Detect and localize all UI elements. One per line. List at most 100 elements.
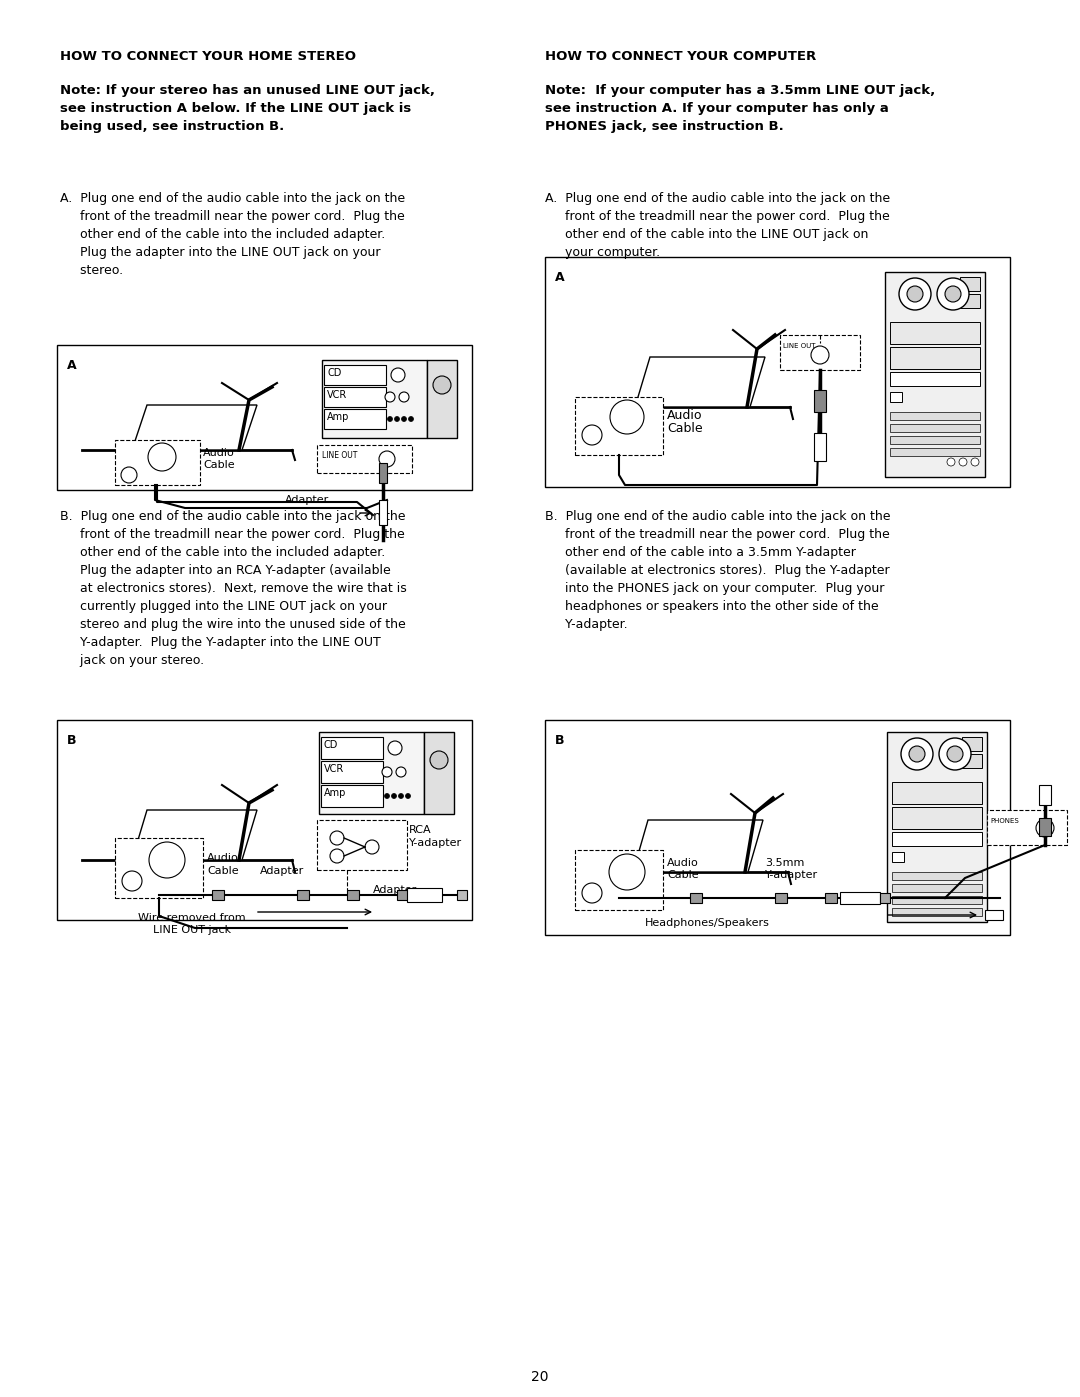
Bar <box>985 909 1003 921</box>
Bar <box>120 447 138 465</box>
Bar <box>962 754 982 768</box>
Text: A: A <box>67 359 77 372</box>
Bar <box>892 807 982 828</box>
Text: Audio: Audio <box>667 858 699 868</box>
Bar <box>775 893 787 902</box>
Circle shape <box>388 740 402 754</box>
Circle shape <box>433 376 451 394</box>
Bar <box>885 272 985 476</box>
Bar <box>297 890 309 900</box>
Bar <box>321 738 383 759</box>
Text: Audio: Audio <box>207 854 239 863</box>
Bar <box>319 732 424 814</box>
Circle shape <box>399 793 404 799</box>
Bar <box>580 405 602 427</box>
Text: Note:  If your computer has a 3.5mm LINE OUT jack,
see instruction A. If your co: Note: If your computer has a 3.5mm LINE … <box>545 84 935 133</box>
Bar <box>890 346 980 369</box>
Bar <box>457 890 467 900</box>
Circle shape <box>937 278 969 310</box>
Text: Amp: Amp <box>327 412 349 422</box>
Bar <box>141 468 170 481</box>
Text: Y-adapter: Y-adapter <box>409 838 462 848</box>
Text: 3.5mm: 3.5mm <box>765 858 805 868</box>
Bar <box>880 893 890 902</box>
Bar <box>1039 819 1051 835</box>
Circle shape <box>405 793 410 799</box>
Bar <box>892 895 982 904</box>
Text: CD: CD <box>327 367 341 379</box>
Text: HOW TO CONNECT YOUR HOME STEREO: HOW TO CONNECT YOUR HOME STEREO <box>60 50 356 63</box>
Circle shape <box>388 416 392 422</box>
Bar <box>321 761 383 782</box>
Bar <box>840 893 880 904</box>
Bar <box>1039 785 1051 805</box>
Text: CD: CD <box>324 740 338 750</box>
Bar <box>962 738 982 752</box>
Bar <box>892 872 982 880</box>
Circle shape <box>899 278 931 310</box>
Circle shape <box>396 767 406 777</box>
Bar <box>114 838 203 898</box>
Polygon shape <box>132 810 257 861</box>
Bar <box>890 425 980 432</box>
Bar <box>887 732 987 922</box>
Polygon shape <box>633 820 762 872</box>
Polygon shape <box>132 405 257 450</box>
Text: LINE OUT: LINE OUT <box>783 344 815 349</box>
Text: Cable: Cable <box>667 870 699 880</box>
Circle shape <box>330 849 345 863</box>
Polygon shape <box>635 358 765 407</box>
Text: A.  Plug one end of the audio cable into the jack on the
     front of the tread: A. Plug one end of the audio cable into … <box>60 191 405 277</box>
Circle shape <box>971 458 978 467</box>
Text: B.  Plug one end of the audio cable into the jack on the
     front of the tread: B. Plug one end of the audio cable into … <box>60 510 407 666</box>
Bar <box>607 888 642 904</box>
Circle shape <box>582 425 602 446</box>
Bar <box>814 433 826 461</box>
Text: LINE OUT jack: LINE OUT jack <box>153 925 231 935</box>
Bar <box>424 732 454 814</box>
Text: B.  Plug one end of the audio cable into the jack on the
     front of the tread: B. Plug one end of the audio cable into … <box>545 510 891 631</box>
Bar <box>379 500 387 525</box>
Circle shape <box>399 393 409 402</box>
Bar <box>120 847 141 868</box>
Bar <box>890 448 980 455</box>
Text: Cable: Cable <box>207 866 239 876</box>
Bar <box>397 890 409 900</box>
Text: Adapter: Adapter <box>260 866 305 876</box>
Bar <box>892 908 982 916</box>
Circle shape <box>610 400 644 434</box>
Text: LINE OUT: LINE OUT <box>322 451 357 460</box>
Circle shape <box>148 443 176 471</box>
Bar <box>892 782 982 805</box>
Bar <box>324 387 386 407</box>
Bar <box>324 409 386 429</box>
Text: B: B <box>67 733 77 747</box>
Bar <box>814 390 826 412</box>
Bar <box>780 335 860 370</box>
Circle shape <box>384 793 390 799</box>
Text: Headphones/Speakers: Headphones/Speakers <box>645 918 770 928</box>
Bar <box>212 890 224 900</box>
Text: VCR: VCR <box>327 390 348 400</box>
Bar <box>892 833 982 847</box>
Bar <box>57 719 472 921</box>
Bar <box>890 436 980 444</box>
Bar <box>890 372 980 386</box>
Circle shape <box>1036 819 1054 837</box>
Bar <box>607 432 642 446</box>
Circle shape <box>947 746 963 761</box>
Bar <box>407 888 442 902</box>
Text: HOW TO CONNECT YOUR COMPUTER: HOW TO CONNECT YOUR COMPUTER <box>545 50 816 63</box>
Bar <box>892 884 982 893</box>
Bar <box>890 412 980 420</box>
Circle shape <box>582 883 602 902</box>
Bar <box>890 393 902 402</box>
Circle shape <box>945 286 961 302</box>
Bar <box>427 360 457 439</box>
Circle shape <box>122 870 141 891</box>
Text: Audio: Audio <box>667 409 702 422</box>
Bar <box>147 876 183 893</box>
Bar <box>575 397 663 455</box>
Circle shape <box>811 346 829 365</box>
Bar <box>987 810 1067 845</box>
